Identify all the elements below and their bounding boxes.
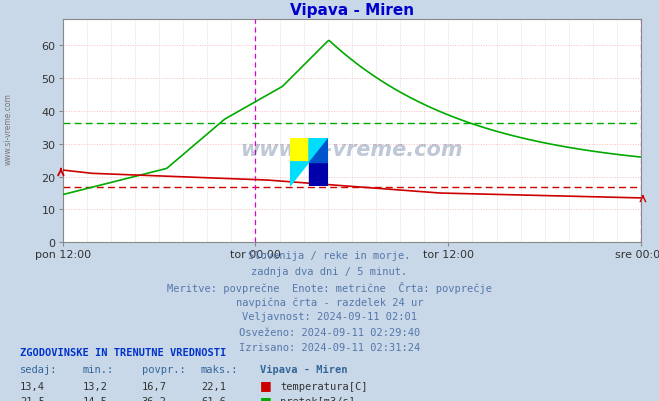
Bar bbox=[309, 162, 328, 186]
Polygon shape bbox=[290, 162, 309, 186]
Text: 22,1: 22,1 bbox=[201, 381, 226, 391]
Text: ZGODOVINSKE IN TRENUTNE VREDNOSTI: ZGODOVINSKE IN TRENUTNE VREDNOSTI bbox=[20, 347, 226, 357]
Text: www.si-vreme.com: www.si-vreme.com bbox=[3, 93, 13, 164]
Text: 61,6: 61,6 bbox=[201, 396, 226, 401]
Bar bbox=[290, 138, 309, 162]
Polygon shape bbox=[309, 138, 328, 162]
Text: maks.:: maks.: bbox=[201, 364, 239, 374]
Text: navpična črta - razdelek 24 ur: navpična črta - razdelek 24 ur bbox=[236, 296, 423, 307]
Text: povpr.:: povpr.: bbox=[142, 364, 185, 374]
Text: 21,5: 21,5 bbox=[20, 396, 45, 401]
Text: min.:: min.: bbox=[82, 364, 113, 374]
Text: zadnja dva dni / 5 minut.: zadnja dva dni / 5 minut. bbox=[251, 266, 408, 276]
Text: Meritve: povprečne  Enote: metrične  Črta: povprečje: Meritve: povprečne Enote: metrične Črta:… bbox=[167, 281, 492, 293]
Text: 14,5: 14,5 bbox=[82, 396, 107, 401]
Text: temperatura[C]: temperatura[C] bbox=[280, 381, 368, 391]
Text: Veljavnost: 2024-09-11 02:01: Veljavnost: 2024-09-11 02:01 bbox=[242, 312, 417, 322]
Text: 16,7: 16,7 bbox=[142, 381, 167, 391]
Text: ■: ■ bbox=[260, 394, 272, 401]
Polygon shape bbox=[309, 138, 328, 162]
Polygon shape bbox=[309, 138, 328, 162]
Text: Vipava - Miren: Vipava - Miren bbox=[260, 364, 348, 374]
Text: Slovenija / reke in morje.: Slovenija / reke in morje. bbox=[248, 251, 411, 261]
Text: www.si-vreme.com: www.si-vreme.com bbox=[241, 139, 463, 159]
Text: pretok[m3/s]: pretok[m3/s] bbox=[280, 396, 355, 401]
Text: 13,4: 13,4 bbox=[20, 381, 45, 391]
Text: sedaj:: sedaj: bbox=[20, 364, 57, 374]
Text: 36,2: 36,2 bbox=[142, 396, 167, 401]
Text: ■: ■ bbox=[260, 379, 272, 391]
Text: Izrisano: 2024-09-11 02:31:24: Izrisano: 2024-09-11 02:31:24 bbox=[239, 342, 420, 352]
Text: 13,2: 13,2 bbox=[82, 381, 107, 391]
Title: Vipava - Miren: Vipava - Miren bbox=[290, 2, 414, 18]
Text: Osveženo: 2024-09-11 02:29:40: Osveženo: 2024-09-11 02:29:40 bbox=[239, 327, 420, 337]
